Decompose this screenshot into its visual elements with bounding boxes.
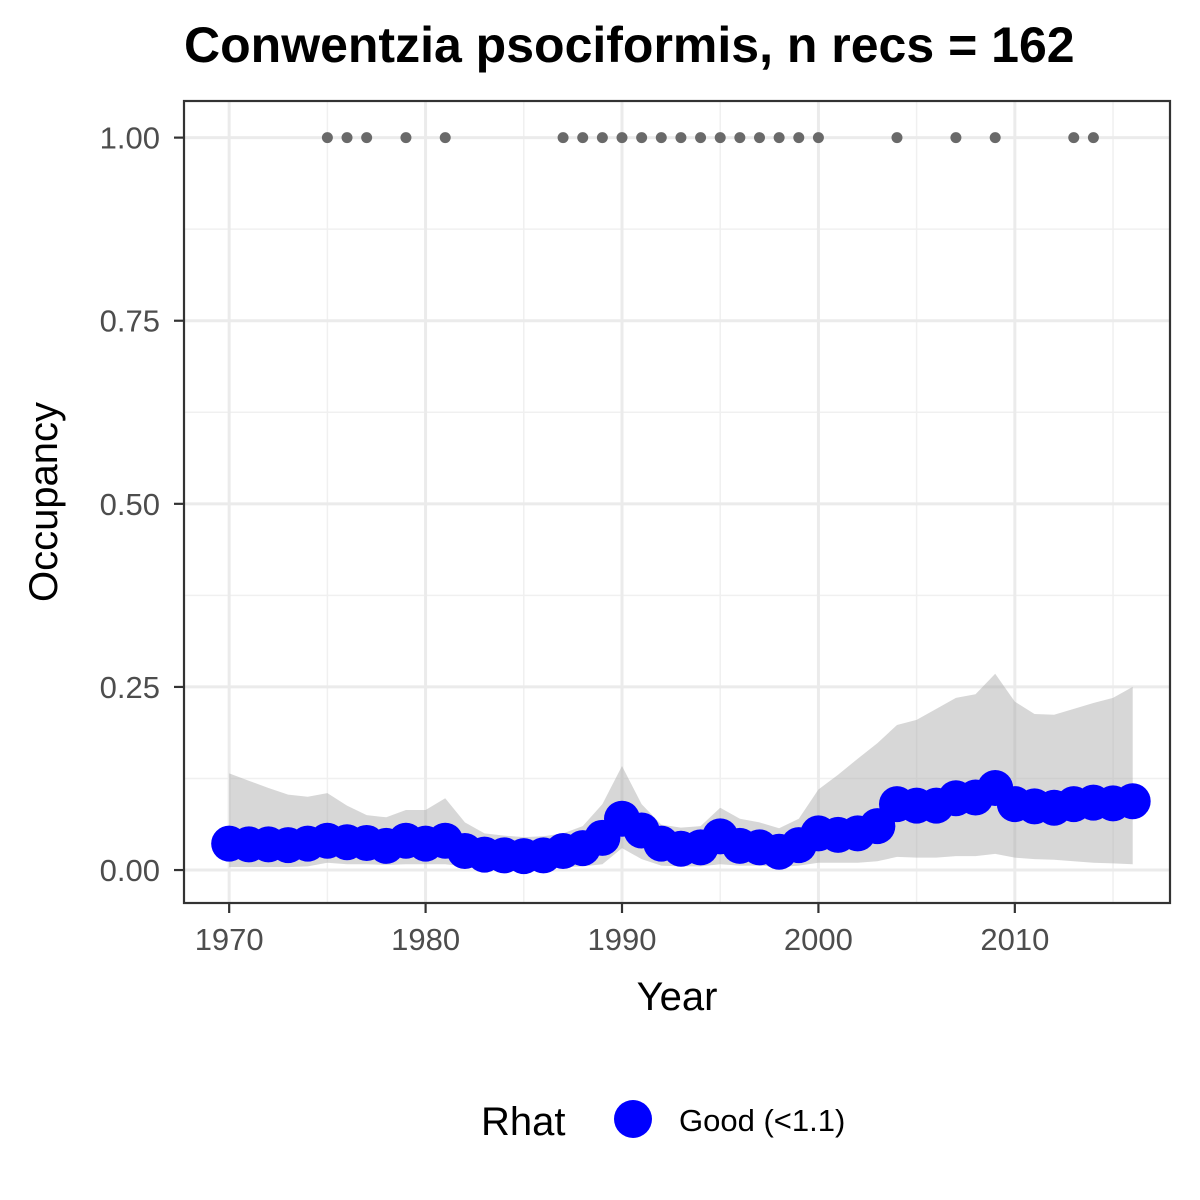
- record-point: [321, 132, 333, 144]
- record-point: [636, 132, 648, 144]
- legend: Rhat Good (<1.1): [481, 1100, 845, 1144]
- x-axis-ticks: 1970 1980 1990 2000 2010: [195, 903, 1049, 957]
- record-point: [616, 132, 628, 144]
- record-point: [655, 132, 667, 144]
- record-point: [812, 132, 824, 144]
- legend-key-good: [614, 1100, 652, 1138]
- x-axis-title: Year: [637, 975, 718, 1019]
- record-point: [341, 132, 353, 144]
- plot-panel-border: [182, 99, 1172, 905]
- record-point: [577, 132, 589, 144]
- chart-title: Conwentzia psociformis, n recs = 162: [184, 17, 1075, 73]
- record-points: [321, 132, 1099, 144]
- record-point: [1087, 132, 1099, 144]
- x-tick-label: 1970: [195, 922, 264, 957]
- record-point: [734, 132, 746, 144]
- record-point: [714, 132, 726, 144]
- x-tick-label: 2010: [980, 922, 1049, 957]
- record-point: [596, 132, 608, 144]
- record-point: [439, 132, 451, 144]
- record-point: [793, 132, 805, 144]
- record-point: [950, 132, 962, 144]
- record-point: [1068, 132, 1080, 144]
- legend-title: Rhat: [481, 1100, 566, 1144]
- record-point: [400, 132, 412, 144]
- legend-label-good: Good (<1.1): [679, 1103, 845, 1138]
- y-tick-label: 0.00: [100, 853, 160, 888]
- occupancy-series: [211, 770, 1151, 875]
- record-point: [557, 132, 569, 144]
- x-tick-label: 2000: [784, 922, 853, 957]
- record-point: [361, 132, 373, 144]
- occupancy-point: [1114, 783, 1151, 820]
- record-point: [675, 132, 687, 144]
- y-axis-ticks: 0.00 0.25 0.50 0.75 1.00: [100, 121, 184, 888]
- record-point: [695, 132, 707, 144]
- record-point: [773, 132, 785, 144]
- record-point: [891, 132, 903, 144]
- y-tick-label: 0.75: [100, 304, 160, 339]
- y-axis-title: Occupancy: [22, 402, 66, 602]
- record-point: [753, 132, 765, 144]
- y-tick-label: 0.50: [100, 487, 160, 522]
- x-tick-label: 1990: [588, 922, 657, 957]
- record-point: [989, 132, 1001, 144]
- y-tick-label: 0.25: [100, 670, 160, 705]
- x-tick-label: 1980: [391, 922, 460, 957]
- y-tick-label: 1.00: [100, 121, 160, 156]
